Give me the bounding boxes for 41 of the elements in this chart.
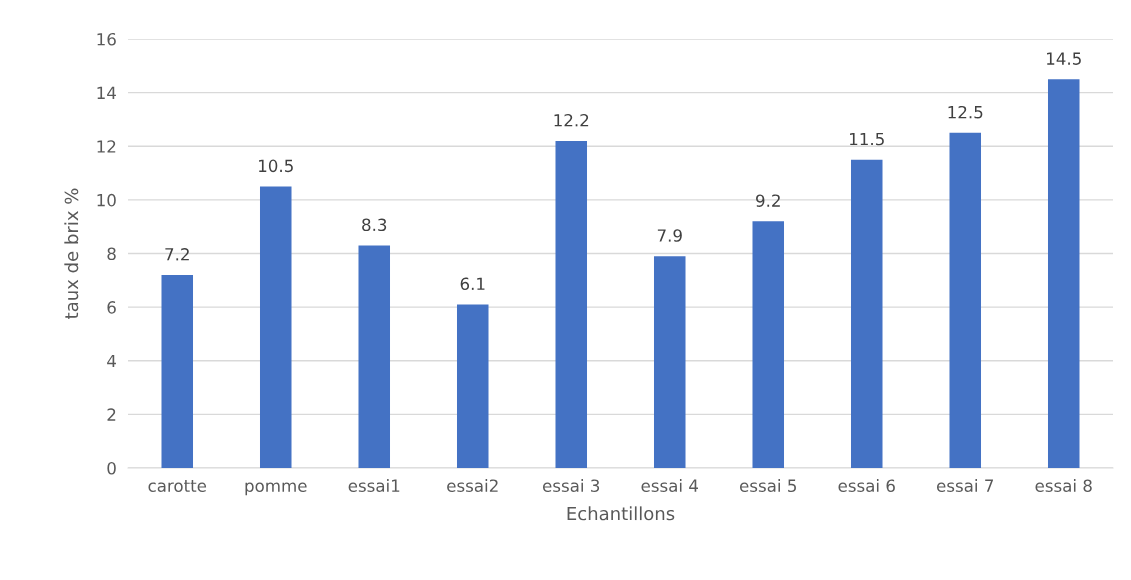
y-tick-label: 2 [107, 408, 116, 421]
bar [259, 186, 292, 468]
bar [850, 159, 883, 468]
bar [949, 132, 982, 468]
x-tick-label: essai 3 [542, 479, 600, 493]
data-label: 7.9 [657, 229, 682, 242]
data-label: 10.5 [259, 159, 293, 173]
data-label: 11.5 [850, 132, 884, 146]
y-tick-label: 12 [97, 140, 116, 153]
bar [1047, 79, 1080, 468]
y-axis-title: taux de brix % [64, 188, 79, 319]
y-tick-label: 6 [107, 301, 116, 314]
bar [653, 256, 686, 468]
bar [456, 304, 489, 468]
bar [555, 140, 588, 468]
x-tick-label: carotte [148, 480, 207, 493]
bar [358, 245, 391, 468]
data-label: 9.2 [756, 194, 780, 207]
data-label: 6.1 [460, 277, 485, 291]
x-axis-title: Echantillons [567, 506, 675, 521]
x-tick-label: essai 4 [641, 479, 698, 493]
y-tick-label: 8 [107, 247, 116, 261]
x-tick-label: pomme [245, 482, 307, 496]
data-label: 8.3 [362, 218, 387, 232]
x-tick-label: essai 8 [1035, 479, 1092, 493]
x-tick-label: essai 5 [739, 479, 796, 493]
x-tick-label: essai 6 [838, 479, 895, 493]
y-tick-label: 14 [97, 86, 116, 99]
data-label: 12.2 [554, 113, 589, 127]
data-label: 7.2 [165, 248, 189, 261]
data-label: 14.5 [1047, 52, 1081, 65]
y-tick-label: 10 [97, 193, 116, 207]
y-tick-label: 16 [97, 32, 116, 46]
bar [161, 274, 194, 468]
x-tick-label: essai1 [348, 479, 400, 493]
bar [752, 221, 785, 468]
x-tick-label: essai2 [447, 479, 498, 493]
y-tick-label: 0 [107, 461, 116, 475]
y-tick-label: 4 [107, 354, 116, 368]
x-tick-label: essai 7 [936, 479, 994, 493]
data-label: 12.5 [948, 105, 983, 119]
